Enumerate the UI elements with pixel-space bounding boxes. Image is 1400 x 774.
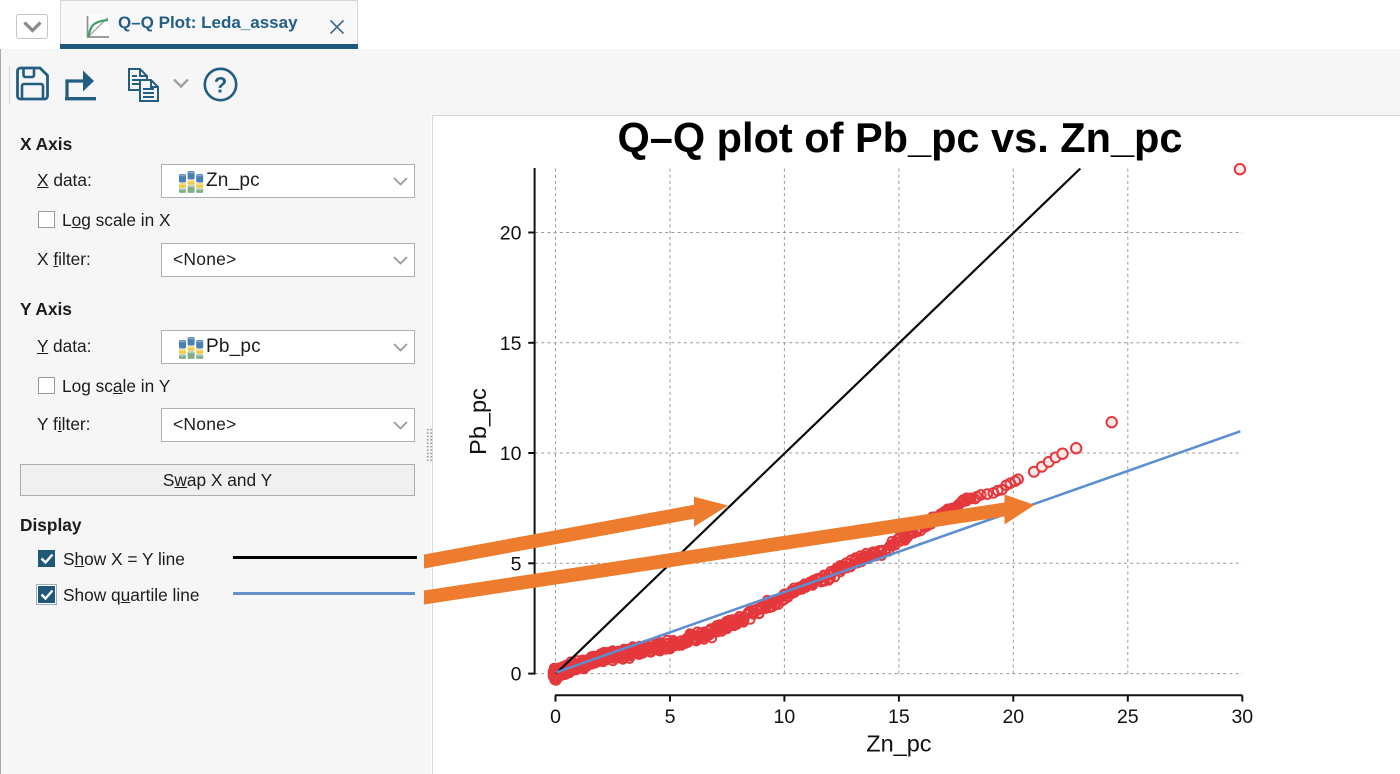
svg-text:0: 0 bbox=[511, 664, 522, 686]
svg-text:20: 20 bbox=[500, 223, 522, 245]
svg-text:Q–Q plot of Pb_pc vs. Zn_pc: Q–Q plot of Pb_pc vs. Zn_pc bbox=[618, 114, 1183, 161]
svg-text:5: 5 bbox=[665, 706, 676, 728]
svg-text:15: 15 bbox=[888, 706, 910, 728]
svg-text:0: 0 bbox=[550, 706, 561, 728]
svg-text:20: 20 bbox=[1002, 706, 1024, 728]
svg-text:25: 25 bbox=[1117, 706, 1139, 728]
svg-text:15: 15 bbox=[500, 333, 522, 355]
svg-text:5: 5 bbox=[511, 553, 522, 575]
svg-text:10: 10 bbox=[500, 443, 522, 465]
svg-text:30: 30 bbox=[1231, 706, 1253, 728]
svg-text:Pb_pc: Pb_pc bbox=[465, 388, 491, 455]
svg-text:10: 10 bbox=[774, 706, 796, 728]
svg-text:?: ? bbox=[214, 73, 227, 98]
svg-text:Zn_pc: Zn_pc bbox=[866, 731, 932, 757]
